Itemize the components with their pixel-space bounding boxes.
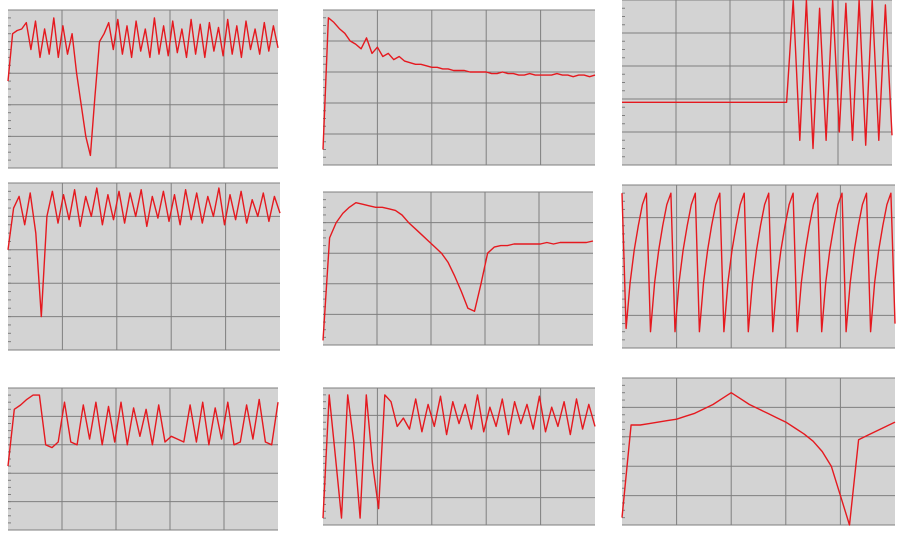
plot-area xyxy=(622,378,895,525)
data-line xyxy=(622,0,893,150)
data-line xyxy=(7,187,281,318)
plot-area xyxy=(8,10,278,168)
plot-area xyxy=(323,192,593,345)
data-line xyxy=(621,392,896,526)
data-line xyxy=(621,192,896,333)
plot-area xyxy=(622,185,895,348)
data-line xyxy=(322,202,594,341)
data-line xyxy=(7,394,279,467)
plot-area xyxy=(8,388,278,530)
data-line xyxy=(7,17,279,157)
plot-area xyxy=(622,0,892,165)
data-line xyxy=(322,394,596,519)
plot-area xyxy=(323,10,595,165)
data-line xyxy=(322,17,596,150)
